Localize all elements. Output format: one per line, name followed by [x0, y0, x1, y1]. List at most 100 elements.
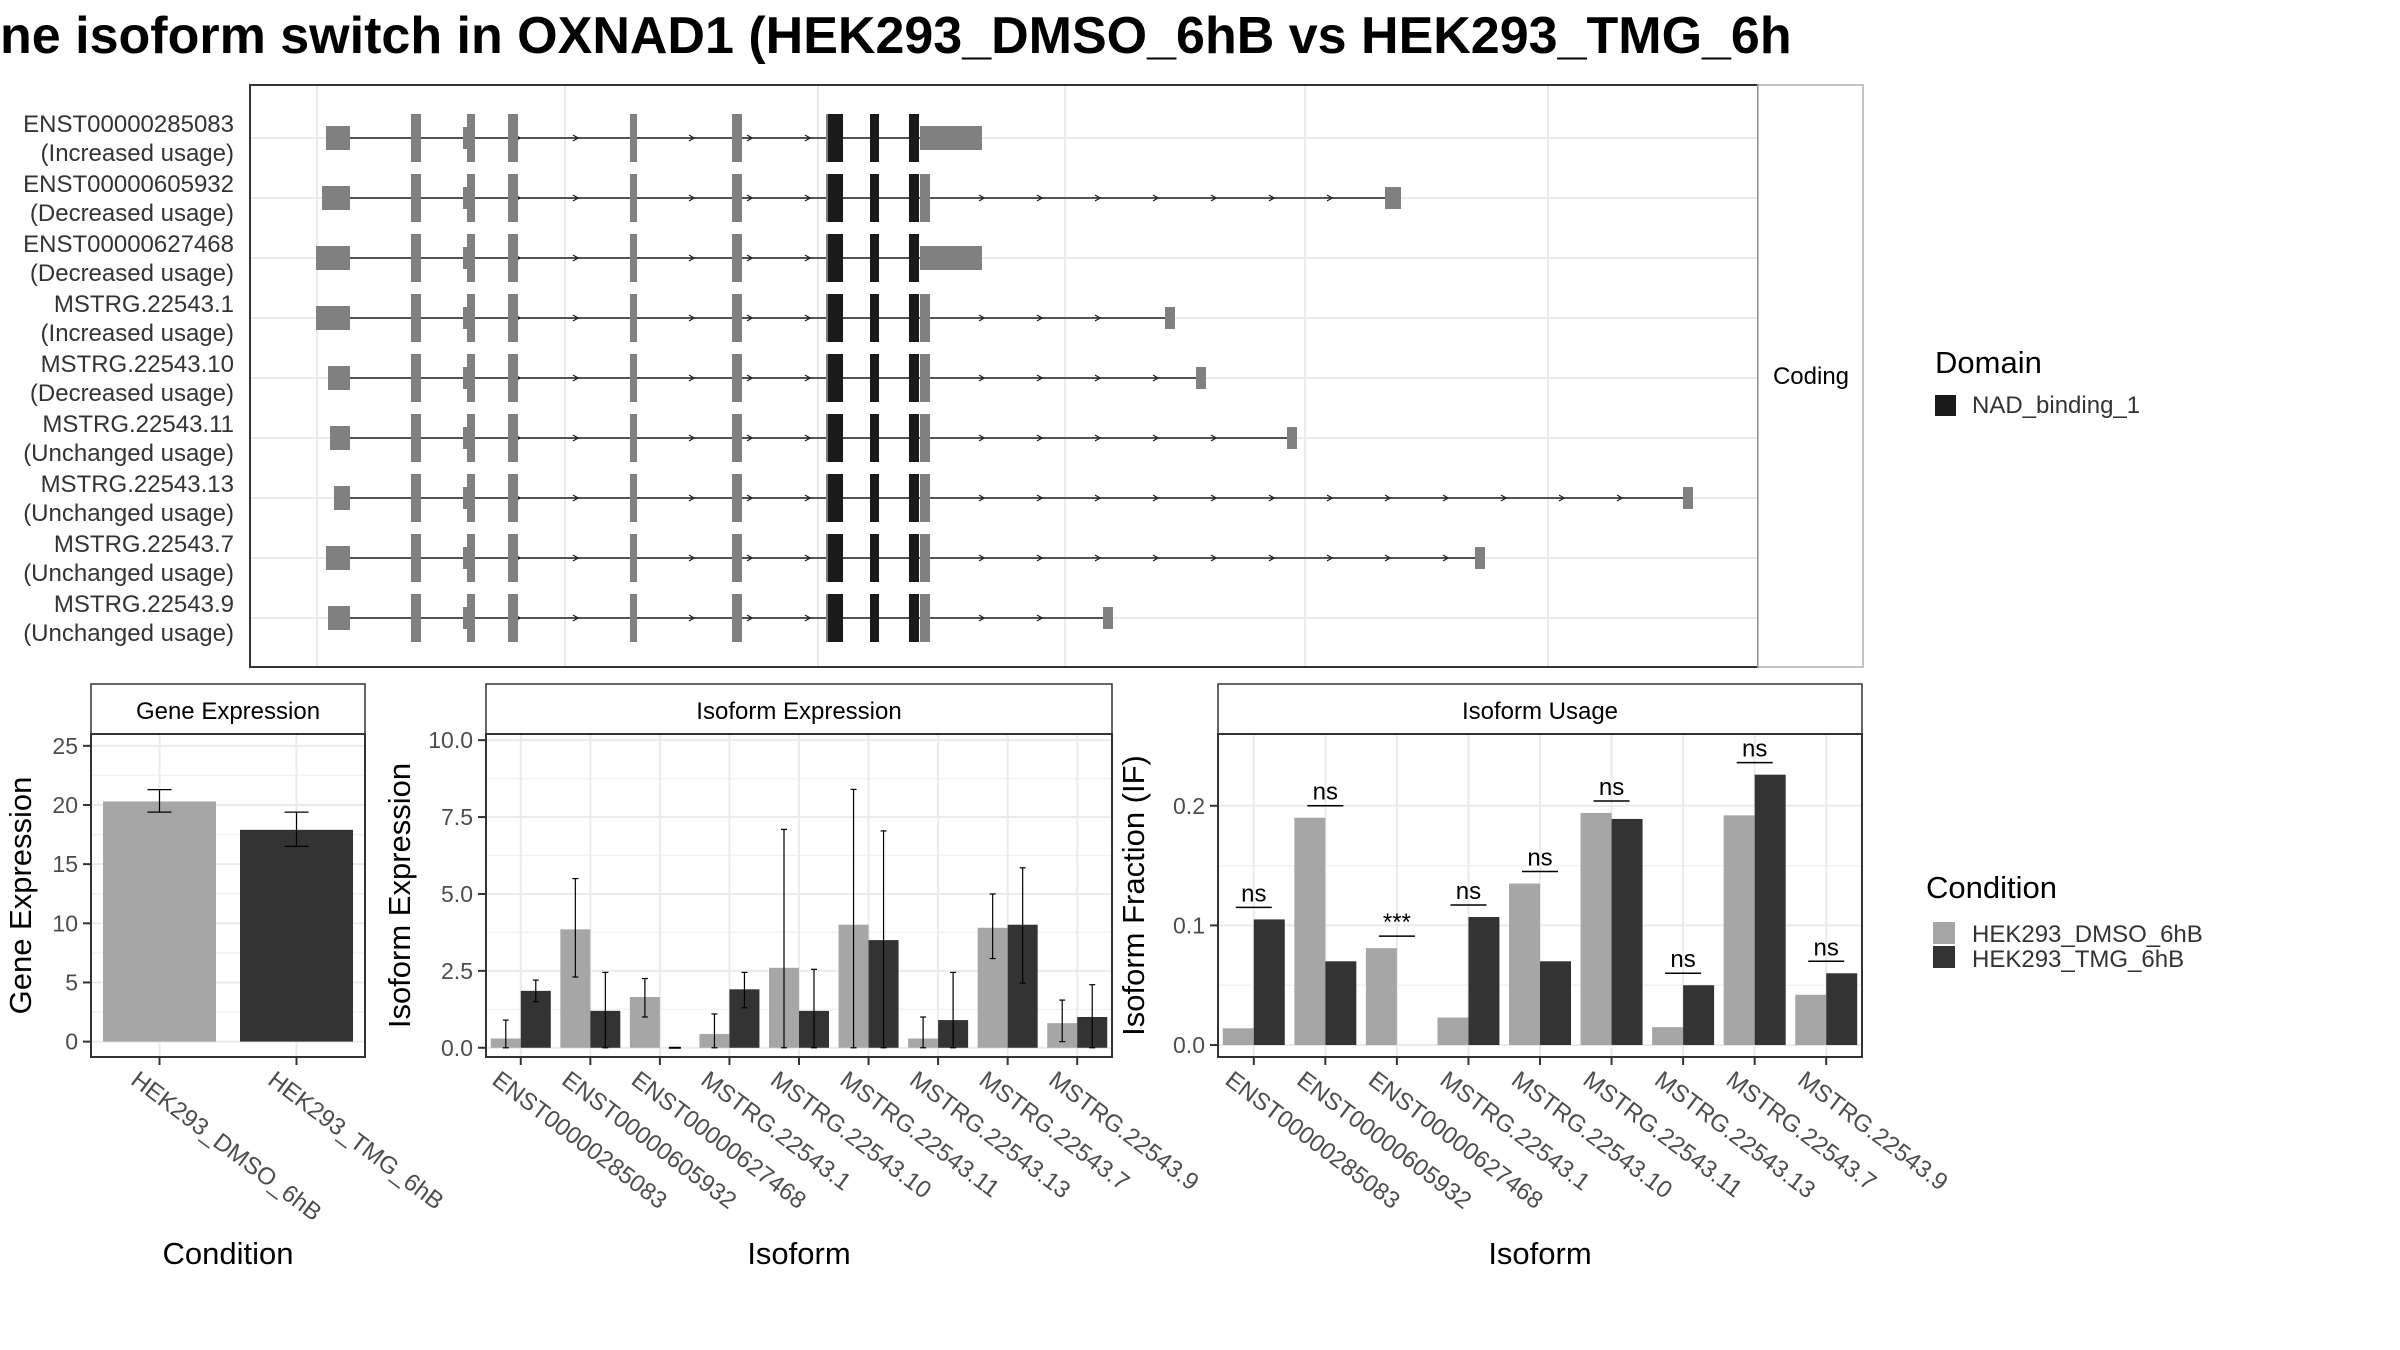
intron-arrow — [804, 254, 812, 262]
exon — [467, 174, 475, 222]
exon — [732, 294, 742, 342]
isoform-id-label: MSTRG.22543.1 — [54, 291, 234, 318]
exon — [732, 594, 742, 642]
intron-arrow — [746, 374, 754, 382]
bar — [1325, 961, 1357, 1046]
intron-arrow — [804, 374, 812, 382]
intron-arrow — [746, 434, 754, 442]
isoform-usage-label: (Decreased usage) — [30, 260, 234, 287]
bar — [1437, 1017, 1469, 1046]
exon — [334, 486, 350, 510]
exon — [411, 114, 421, 162]
domain-exon — [870, 294, 879, 342]
y-tick-label: 15 — [52, 851, 78, 877]
intron-arrow — [804, 494, 812, 502]
intron-arrow — [804, 194, 812, 202]
panel-strip-label: Isoform Expression — [696, 698, 901, 725]
domain-exon — [828, 294, 843, 342]
intron-arrow — [688, 254, 696, 262]
isoform-id-label: MSTRG.22543.11 — [42, 411, 234, 438]
intron-arrow — [1326, 194, 1334, 202]
exon — [630, 294, 637, 342]
exon — [316, 246, 350, 270]
domain-exon — [870, 414, 879, 462]
intron-arrow — [1442, 494, 1450, 502]
domain-exon — [909, 414, 919, 462]
intron-arrow — [1616, 494, 1624, 502]
exon — [732, 354, 742, 402]
exon — [463, 187, 467, 209]
exon — [463, 127, 467, 149]
y-axis-title: Gene Expression — [3, 777, 38, 1015]
domain-exon — [828, 474, 843, 522]
exon — [326, 546, 350, 570]
exon — [732, 114, 742, 162]
bar — [1509, 883, 1540, 1046]
intron-arrow — [572, 194, 580, 202]
y-tick-label: 10 — [52, 910, 78, 936]
exon — [463, 247, 467, 269]
domain-exon — [909, 534, 919, 582]
y-tick-label: 0.0 — [441, 1035, 473, 1061]
isoform-id-label: MSTRG.22543.9 — [54, 591, 234, 618]
isoform-id-label: MSTRG.22543.10 — [41, 351, 234, 378]
intron-arrow — [688, 554, 696, 562]
intron-arrow — [572, 494, 580, 502]
panel-strip — [1217, 683, 1863, 735]
intron-arrow — [978, 614, 986, 622]
condition-legend-key-dmso — [1933, 922, 1955, 944]
exon-terminal — [1385, 187, 1401, 209]
intron-arrow — [978, 194, 986, 202]
isoform-id-label: ENST00000605932 — [23, 171, 234, 198]
exon — [411, 414, 421, 462]
intron-arrow — [1094, 494, 1102, 502]
condition-legend-title: Condition — [1926, 870, 2057, 905]
intron-arrow — [1036, 374, 1044, 382]
y-tick-label: 2.5 — [441, 958, 473, 984]
domain-exon — [828, 414, 843, 462]
intron-arrow — [804, 554, 812, 562]
intron-arrow — [1210, 554, 1218, 562]
significance-label: ns — [1670, 946, 1695, 973]
exon — [508, 234, 518, 282]
bar — [240, 829, 353, 1042]
exon — [508, 414, 518, 462]
exon — [920, 174, 930, 222]
bar — [1468, 917, 1500, 1046]
intron-arrow — [978, 314, 986, 322]
exon — [508, 354, 518, 402]
y-tick-label: 10.0 — [428, 727, 473, 753]
y-tick-label: 0.2 — [1173, 793, 1205, 819]
condition-legend-key-tmg — [1933, 946, 1955, 968]
intron-arrow — [1326, 554, 1334, 562]
exon-terminal — [1103, 607, 1113, 629]
exon — [467, 474, 475, 522]
exon — [732, 174, 742, 222]
domain-exon — [870, 114, 879, 162]
exon — [467, 294, 475, 342]
panel-strip — [90, 683, 366, 735]
exon — [326, 126, 350, 150]
bar — [1540, 961, 1571, 1046]
panel-strip-label: Gene Expression — [136, 698, 320, 725]
intron-arrow — [572, 614, 580, 622]
intron-arrow — [572, 134, 580, 142]
intron-arrow — [572, 314, 580, 322]
exon-terminal — [1683, 487, 1693, 509]
exon — [630, 354, 637, 402]
exon — [467, 414, 475, 462]
bar — [1294, 817, 1326, 1046]
domain-legend-key — [1935, 395, 1956, 416]
exon — [630, 174, 637, 222]
intron-arrow — [572, 254, 580, 262]
y-tick-label: 7.5 — [441, 804, 473, 830]
exon — [411, 174, 421, 222]
exon — [467, 594, 475, 642]
exon — [630, 474, 637, 522]
intron-arrow — [804, 134, 812, 142]
intron-arrow — [572, 374, 580, 382]
exon — [732, 414, 742, 462]
exon — [463, 367, 467, 389]
intron-arrow — [1036, 434, 1044, 442]
x-axis-title: Isoform — [1488, 1236, 1591, 1271]
